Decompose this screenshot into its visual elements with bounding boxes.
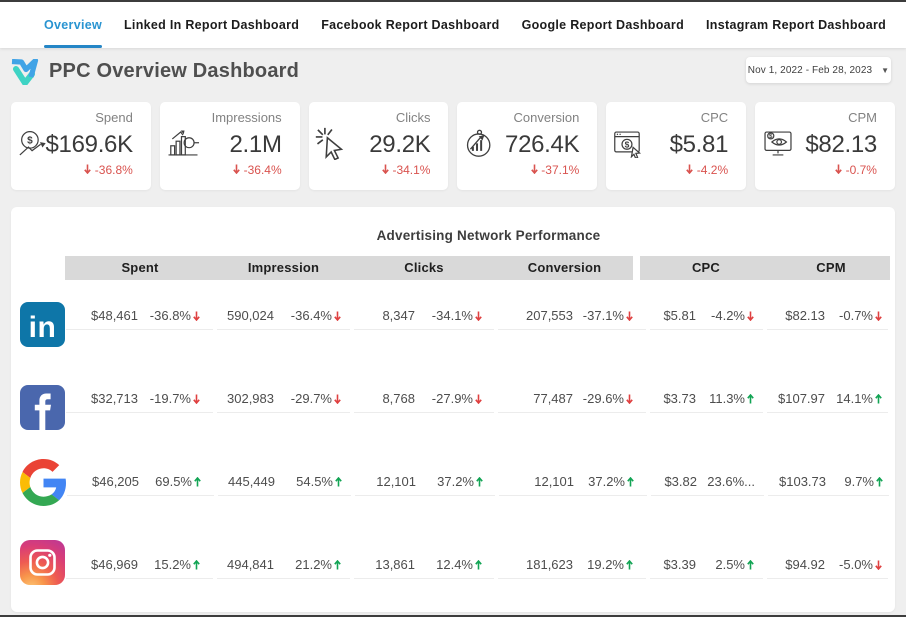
svg-text:$: $ — [27, 135, 33, 146]
svg-text:$: $ — [769, 133, 773, 140]
svg-text:in: in — [29, 311, 57, 344]
svg-text:$: $ — [625, 139, 630, 149]
